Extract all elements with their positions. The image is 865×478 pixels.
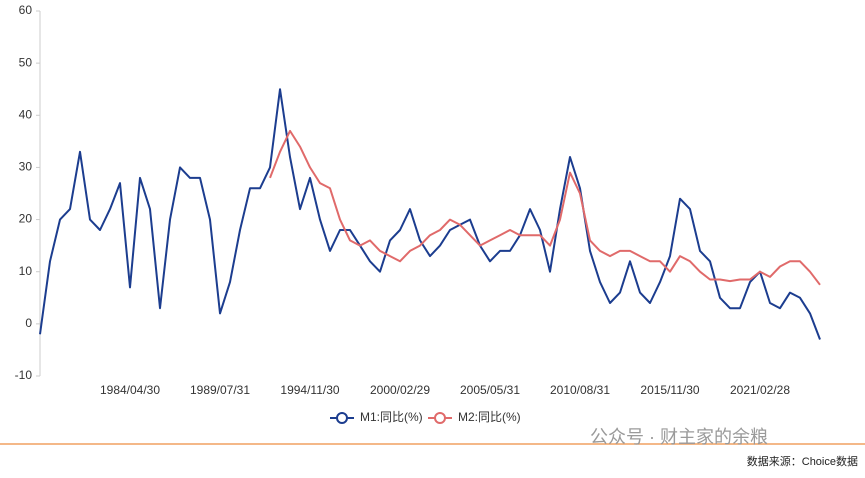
x-tick-label: 1989/07/31 — [190, 383, 250, 397]
x-tick-label: 1984/04/30 — [100, 383, 160, 397]
legend-marker — [434, 412, 446, 424]
x-tick-label: 2010/08/31 — [550, 383, 610, 397]
x-tick-label: 2021/02/28 — [730, 383, 790, 397]
y-tick-label: 0 — [25, 316, 32, 330]
series-line — [269, 129, 821, 286]
y-tick-label: 10 — [19, 264, 33, 278]
legend-label: M2:同比(%) — [458, 410, 521, 424]
legend-marker — [336, 412, 348, 424]
legend-label: M1:同比(%) — [360, 410, 423, 424]
y-tick-label: 20 — [19, 212, 33, 226]
x-tick-label: 1994/11/30 — [280, 383, 339, 397]
y-tick-label: -10 — [15, 368, 33, 382]
y-tick-label: 40 — [19, 107, 33, 121]
source: 数据来源：Choice数据 — [747, 454, 858, 468]
series-line — [39, 88, 821, 340]
y-tick-label: 50 — [19, 55, 33, 69]
y-tick-label: 30 — [19, 160, 33, 174]
watermark: 公众号 · 财主家的余粮 — [590, 427, 768, 447]
y-tick-label: 60 — [19, 3, 33, 17]
x-tick-label: 2005/05/31 — [460, 383, 520, 397]
x-tick-label: 2015/11/30 — [640, 383, 699, 397]
x-tick-label: 2000/02/29 — [370, 383, 430, 397]
